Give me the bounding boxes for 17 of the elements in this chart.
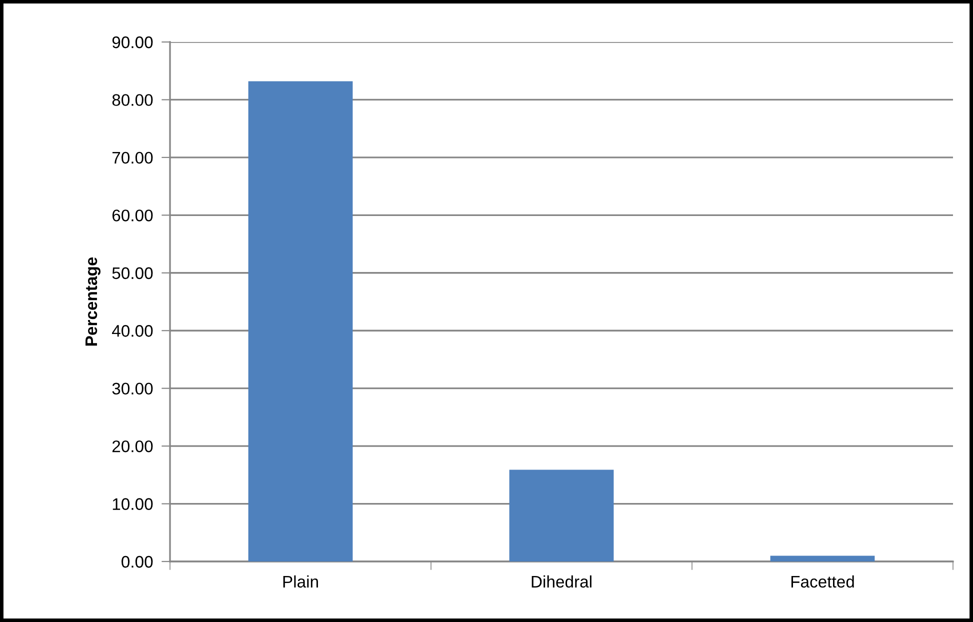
y-axis-title: Percentage: [86, 257, 101, 346]
y-tick-label: 30.00: [112, 382, 153, 395]
bar: [770, 556, 875, 562]
y-tick-label: 70.00: [112, 152, 153, 164]
y-tick-label: 20.00: [112, 440, 153, 452]
y-tick-label: 40.00: [112, 325, 153, 337]
y-tick-label: 60.00: [112, 210, 153, 222]
x-tick-label: Dihedral: [532, 575, 592, 588]
x-tick-label: Plain: [283, 575, 318, 588]
y-tick-label: 10.00: [112, 498, 153, 510]
y-tick-label: 0.00: [122, 556, 153, 568]
x-tick-label: Facetted: [791, 575, 854, 588]
y-tick-label: 80.00: [112, 94, 153, 106]
y-tick-label: 50.00: [112, 267, 153, 280]
bar: [509, 470, 614, 562]
y-tick-label: 90.00: [112, 36, 153, 48]
bar: [248, 81, 353, 562]
